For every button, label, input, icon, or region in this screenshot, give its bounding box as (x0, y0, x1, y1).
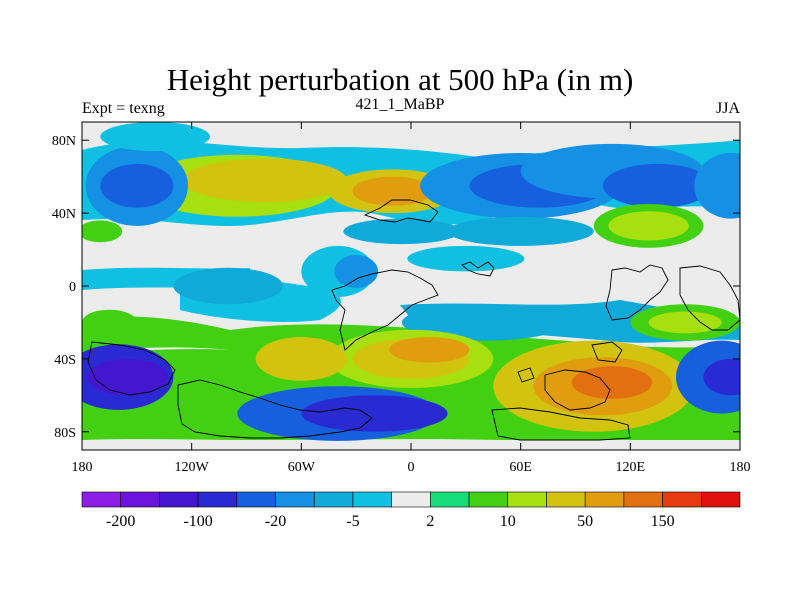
field-blob (82, 309, 137, 336)
coast-island-2 (591, 341, 623, 363)
season-label: JJA (715, 100, 740, 117)
field-blob (694, 152, 740, 219)
colorbar-label: -5 (346, 513, 359, 530)
colorbar-swatch (391, 491, 431, 508)
experiment-label: Expt = texng (82, 100, 165, 117)
colorbar-swatch (584, 491, 625, 508)
axis-ticks: 180 120W 60W 0 60E 120E 180 80N 40N 0 40S 80S (52, 122, 751, 475)
colorbar-swatch (159, 491, 199, 508)
coast-antarctic-east (491, 407, 631, 441)
field-blob (407, 245, 525, 272)
colorbar-swatch (197, 491, 238, 508)
y-tick-label: 40N (52, 207, 76, 222)
colorbar-swatch (623, 491, 663, 508)
x-tick-label: 60W (288, 460, 316, 475)
colorbar-label: -200 (106, 513, 135, 530)
colorbar-swatch (700, 491, 741, 508)
field-blob (401, 304, 567, 341)
coast-indonesia (605, 264, 669, 321)
colorbar-swatch (430, 491, 470, 508)
x-tick-label: 60E (509, 460, 532, 475)
y-tick-label: 80N (52, 134, 76, 149)
field-blob (571, 366, 653, 399)
field-blob (447, 216, 594, 246)
coast-europe (363, 199, 439, 223)
coast-maritime (679, 265, 740, 331)
coast-asia-fragment (461, 261, 495, 277)
field-blob (648, 311, 722, 334)
colorbar-label: 2 (426, 513, 434, 530)
coast-south-pacific (87, 341, 176, 396)
field-blob (389, 337, 470, 363)
field-blob (343, 218, 461, 245)
field-blob (608, 211, 689, 241)
colorbar-swatch (236, 491, 276, 508)
field-blob (602, 163, 713, 208)
field-blob (255, 337, 348, 381)
field-blob (82, 220, 123, 243)
colorbar: -200 -100 -20 -5 2 10 50 150 (81, 491, 741, 530)
field-blob (173, 267, 284, 305)
field-blob (352, 176, 433, 206)
x-tick-label: 120E (616, 460, 646, 475)
colorbar-label: 150 (651, 513, 675, 530)
x-tick-label: 120W (175, 460, 210, 475)
colorbar-swatch (468, 491, 509, 508)
colorbar-swatch (546, 491, 586, 508)
field-blob (334, 255, 379, 288)
colorbar-swatch (275, 491, 315, 508)
map-area (82, 122, 740, 450)
colorbar-label: -20 (265, 513, 286, 530)
field-blob (87, 358, 168, 396)
x-tick-label: 180 (72, 460, 93, 475)
chart-title: Height perturbation at 500 hPa (in m) (166, 62, 634, 97)
field-blob (100, 163, 174, 208)
coast-south-america (177, 379, 373, 439)
y-tick-label: 0 (69, 280, 76, 295)
colorbar-swatch (81, 491, 122, 508)
field-blob (703, 358, 740, 396)
colorbar-swatch (662, 491, 702, 508)
field-blob (100, 122, 210, 152)
coast-australia (544, 369, 611, 411)
coast-island (517, 367, 535, 383)
period-label: 421_1_MaBP (355, 96, 445, 113)
coast-africa (331, 269, 439, 351)
x-tick-label: 180 (730, 460, 751, 475)
y-tick-label: 40S (54, 353, 76, 368)
colorbar-swatch (352, 491, 392, 508)
colorbar-label: -100 (183, 513, 212, 530)
colorbar-swatch (120, 491, 160, 508)
x-tick-label: 0 (408, 460, 415, 475)
colorbar-label: 50 (577, 513, 593, 530)
colorbar-swatch (507, 491, 547, 508)
field-blobs (82, 122, 740, 441)
colorbar-label: 10 (500, 513, 516, 530)
coastlines (87, 199, 740, 441)
field-blob (301, 395, 448, 432)
colorbar-swatch (313, 491, 354, 508)
y-tick-label: 80S (54, 426, 76, 441)
field-blob (182, 158, 348, 203)
